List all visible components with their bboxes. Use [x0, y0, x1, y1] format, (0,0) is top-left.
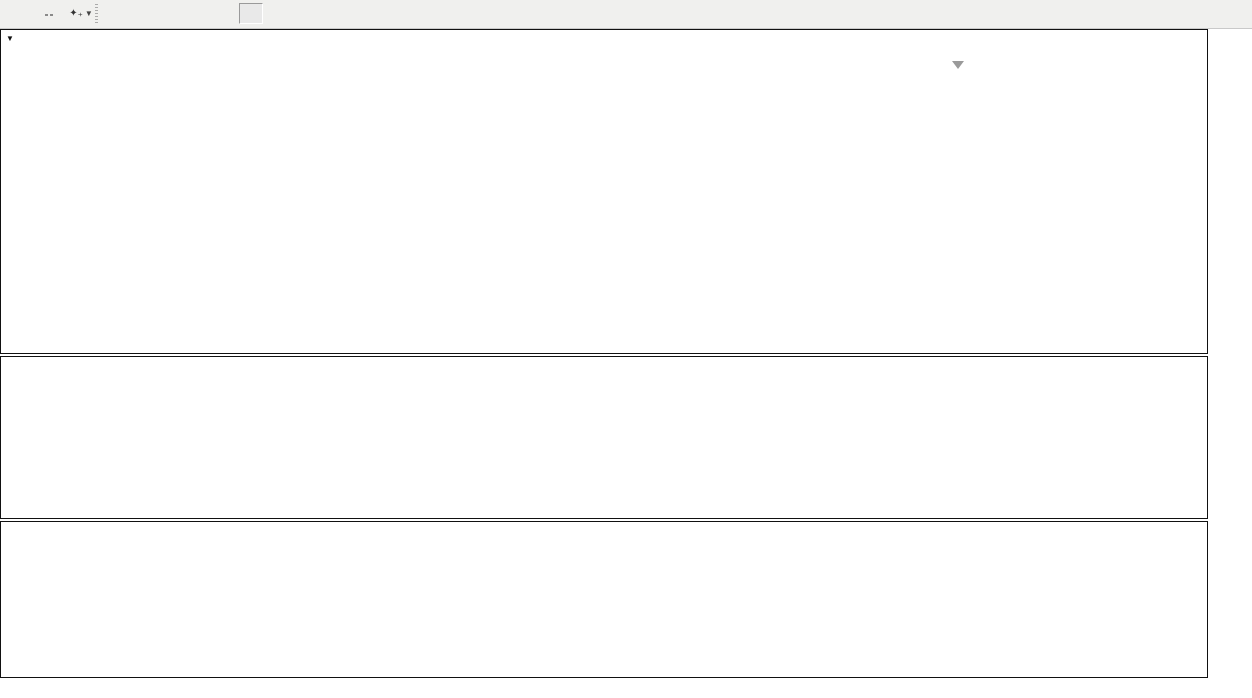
collapse-triangle-icon: ▼: [6, 34, 14, 43]
timeframe-m5-button[interactable]: [126, 3, 150, 24]
indicator-icon: ✦₊: [69, 8, 83, 19]
symbol-header: ▼: [6, 33, 23, 45]
timeframe-m15-button[interactable]: [152, 3, 181, 24]
timeframe-h1-button[interactable]: [214, 3, 237, 24]
candlestick-canvas: [1, 30, 1205, 351]
timeframe-mn-button[interactable]: [315, 3, 340, 24]
macd-panel[interactable]: [0, 356, 1208, 519]
timeframe-h4-button[interactable]: [239, 3, 263, 24]
price-axis[interactable]: [1208, 29, 1252, 677]
time-axis[interactable]: [0, 678, 1252, 698]
timeframe-d1-button[interactable]: [265, 3, 288, 24]
indicators-menu-button[interactable]: ✦₊ ▼: [66, 3, 96, 24]
chevron-down-icon: ▼: [84, 9, 93, 18]
chart-shift-marker-icon[interactable]: [952, 61, 964, 69]
rsi-canvas: [1, 522, 1205, 675]
text-tool-icon: [45, 14, 53, 16]
arrow-text-tool-button[interactable]: [4, 3, 28, 24]
timeframe-w1-button[interactable]: [290, 3, 313, 24]
price-chart-panel[interactable]: ▼: [0, 29, 1208, 354]
macd-canvas: [1, 357, 1205, 516]
rsi-panel[interactable]: [0, 521, 1208, 678]
toolbar-grip[interactable]: [95, 4, 98, 23]
toolbar: ✦₊ ▼: [0, 0, 1252, 29]
timeframe-m30-button[interactable]: [183, 3, 212, 24]
text-label-tool-button[interactable]: [36, 3, 62, 24]
timeframe-m1-button[interactable]: [100, 3, 124, 24]
